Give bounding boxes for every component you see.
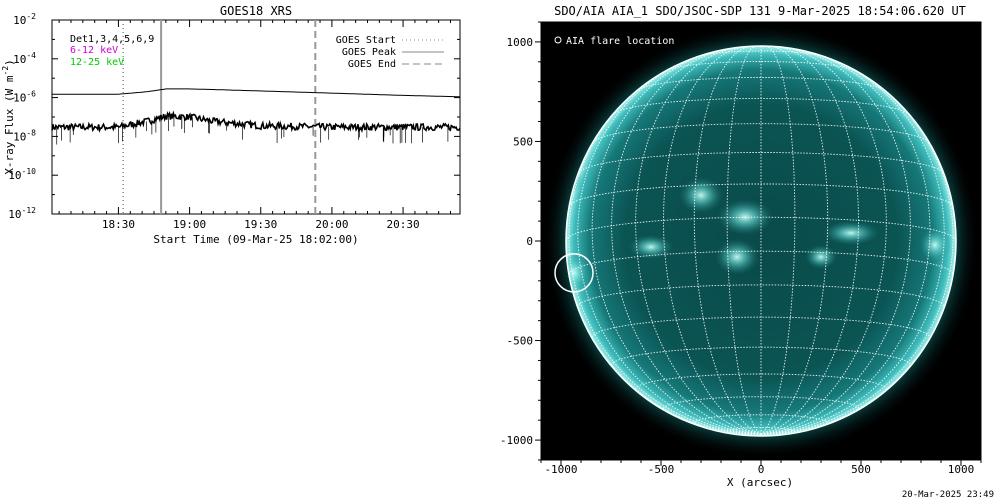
legend-label: GOES Start bbox=[336, 35, 396, 46]
grid-line bbox=[726, 427, 796, 432]
band-label-12-25: 12-25 keV bbox=[70, 57, 124, 68]
grid-line bbox=[591, 316, 931, 338]
grid-line bbox=[760, 46, 829, 435]
heliographic-grid bbox=[566, 46, 956, 435]
x-tick-label: -500 bbox=[648, 463, 675, 476]
grid-line bbox=[760, 46, 887, 435]
grid-line bbox=[698, 50, 824, 57]
grid-line bbox=[591, 49, 762, 435]
x-tick-label: 1000 bbox=[948, 463, 975, 476]
x-tick-label: 0 bbox=[758, 463, 765, 476]
grid-line bbox=[693, 46, 762, 435]
legend-label: GOES End bbox=[348, 59, 396, 70]
grid-line bbox=[737, 46, 785, 48]
grid-line bbox=[592, 123, 930, 143]
grid-line bbox=[663, 396, 859, 409]
grid-line bbox=[726, 46, 762, 435]
series-line-12-25kev bbox=[51, 110, 461, 134]
active-region bbox=[805, 244, 837, 269]
aia-xlabel: X (arcsec) bbox=[727, 476, 793, 489]
grid-line bbox=[577, 284, 945, 308]
active-region bbox=[919, 226, 951, 263]
grid-line bbox=[760, 46, 796, 435]
flare-legend-marker bbox=[554, 36, 562, 44]
x-tick-label: 500 bbox=[851, 463, 871, 476]
grid-line bbox=[760, 49, 931, 435]
series-line-6-12kev bbox=[52, 88, 461, 98]
grid-line bbox=[666, 61, 856, 71]
y-tick-label: 10-4 bbox=[13, 51, 36, 66]
active-regions bbox=[566, 169, 951, 293]
grid-line bbox=[568, 81, 762, 435]
y-tick-label: 10-12 bbox=[8, 206, 36, 221]
y-tick-label: 500 bbox=[513, 135, 533, 148]
active-region bbox=[629, 234, 673, 259]
grid-line bbox=[635, 373, 887, 390]
x-tick-label: 19:30 bbox=[244, 218, 277, 231]
active-region bbox=[717, 199, 773, 236]
solar-limb bbox=[565, 45, 957, 437]
grid-line bbox=[760, 81, 954, 435]
grid-line bbox=[637, 77, 885, 91]
grid-line bbox=[577, 55, 762, 435]
grid-line bbox=[611, 346, 911, 366]
active-region bbox=[823, 221, 879, 246]
aia-frame bbox=[540, 21, 982, 461]
y-tick-label: -500 bbox=[507, 335, 534, 348]
xrs-xlabel: Start Time (09-Mar-25 18:02:00) bbox=[153, 233, 358, 246]
band-label-6-12: 6-12 keV bbox=[70, 45, 118, 56]
y-tick-label: 10-2 bbox=[13, 12, 36, 27]
grid-line bbox=[693, 414, 829, 423]
y-tick-label: 10-10 bbox=[8, 167, 36, 182]
flare-legend-label: AIA flare location bbox=[566, 36, 674, 47]
aia-title: SDO/AIA AIA_1 SDO/JSOC-SDP 131 9-Mar-202… bbox=[554, 4, 966, 18]
active-region bbox=[566, 169, 583, 194]
grid-line bbox=[760, 240, 956, 435]
y-tick-label: 10-6 bbox=[13, 90, 36, 105]
grid-line bbox=[663, 46, 762, 435]
grid-line bbox=[760, 46, 859, 435]
aia-image-background bbox=[541, 22, 981, 460]
grid-line bbox=[568, 250, 954, 275]
footer-timestamp: 20-Mar-2025 23:49 bbox=[902, 490, 994, 500]
xrs-series bbox=[51, 88, 461, 145]
xrs-y-axis: 10-2 10-4 10-6 10-8 10-10 10-12 bbox=[8, 12, 460, 221]
solar-corona bbox=[542, 22, 980, 460]
grid-line bbox=[611, 48, 762, 435]
x-tick-label: 20:30 bbox=[387, 218, 420, 231]
grid-line bbox=[760, 55, 945, 435]
goes-xrs-chart: GOES18 XRS 10-2 10-4 10-6 10-8 10-10 10-12 18… bbox=[1, 4, 461, 246]
grid-line bbox=[568, 183, 954, 207]
y-tick-label: 0 bbox=[526, 235, 533, 248]
active-region bbox=[679, 177, 723, 214]
detector-label: Det1,3,4,5,6,9 bbox=[70, 34, 154, 45]
xrs-title: GOES18 XRS bbox=[220, 4, 292, 18]
y-tick-label: 10-8 bbox=[13, 128, 36, 143]
x-tick-label: -1000 bbox=[544, 463, 577, 476]
y-tick-label: -1000 bbox=[500, 434, 533, 447]
xrs-ylabel: X-ray Flux (W m-2) bbox=[1, 59, 16, 175]
x-tick-label: 18:30 bbox=[102, 218, 135, 231]
grid-line bbox=[612, 97, 910, 116]
active-region bbox=[715, 238, 759, 275]
aia-axes: -1000 -500 0 500 1000 1000 500 0 -500 -1000 bbox=[500, 21, 982, 476]
flare-location-circle bbox=[554, 253, 594, 293]
legend-label: GOES Peak bbox=[342, 47, 396, 58]
grid-line bbox=[566, 240, 762, 435]
xrs-event-lines bbox=[122, 20, 317, 214]
y-tick-label: 1000 bbox=[507, 36, 534, 49]
grid-line bbox=[566, 216, 956, 242]
grid-line bbox=[760, 48, 911, 435]
flare-brightening bbox=[566, 252, 590, 293]
solar-disk bbox=[566, 46, 956, 436]
xrs-x-axis: 18:30 19:00 19:30 20:00 20:30 bbox=[58, 20, 452, 231]
grid-line bbox=[635, 46, 762, 435]
x-tick-label: 20:00 bbox=[315, 218, 348, 231]
x-tick-label: 19:00 bbox=[173, 218, 206, 231]
grid-line bbox=[577, 152, 945, 174]
